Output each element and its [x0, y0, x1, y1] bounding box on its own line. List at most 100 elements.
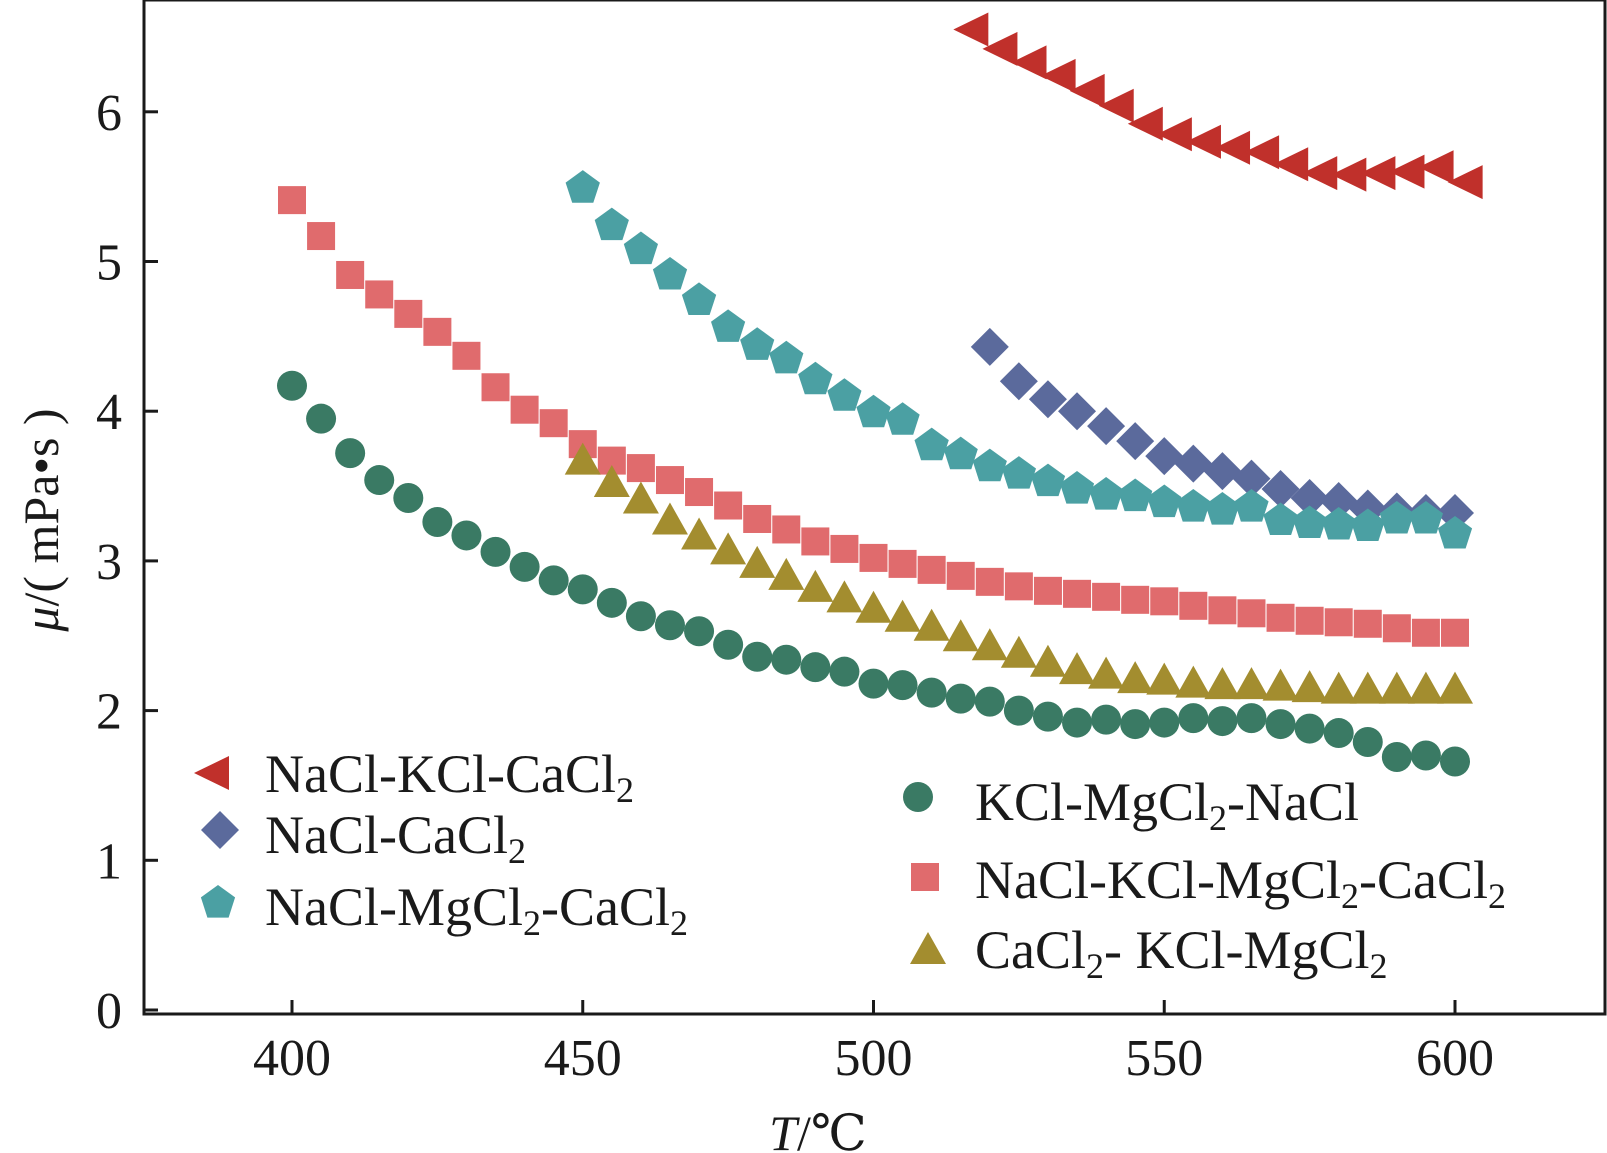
legend-item-4: NaCl-KCl-MgCl2-CaCl2 [911, 850, 1506, 916]
series-3-point-18 [800, 652, 831, 683]
series-4-point-39 [1411, 618, 1440, 647]
legend-label-4: NaCl-KCl-MgCl2-CaCl2 [975, 850, 1506, 916]
series-2-point-28 [1379, 501, 1414, 534]
series-4-point-31 [1179, 591, 1208, 620]
series-2-point-6 [740, 327, 775, 360]
series-4-point-20 [859, 543, 888, 572]
series-4-point-38 [1382, 614, 1411, 643]
series-2-point-11 [885, 402, 920, 435]
series-2-point-8 [798, 361, 833, 395]
series-2-point-29 [1408, 501, 1443, 534]
y-tick-label-6: 6 [96, 85, 122, 142]
series-5-point-10 [855, 590, 892, 623]
legend-label-1-part-0: NaCl-CaCl [265, 805, 508, 865]
series-3-point-22 [916, 677, 947, 708]
series-3-point-33 [1236, 703, 1267, 734]
series-0-point-14 [1360, 156, 1396, 191]
series-3-point-5 [422, 506, 453, 537]
series-5-point-15 [1000, 635, 1037, 668]
series-2-point-7 [769, 340, 804, 374]
y-tick-label-0: 0 [96, 983, 122, 1040]
legend-label-3-part-1: 2 [1209, 798, 1227, 838]
series-0-point-11 [1273, 147, 1309, 182]
y-tick-label-1: 1 [96, 833, 122, 890]
legend-label-0-part-0: NaCl-KCl-CaCl [265, 744, 616, 804]
series-1 [970, 327, 1474, 532]
series-0-point-13 [1331, 157, 1367, 192]
axis-ticks [144, 110, 1457, 1014]
series-0 [953, 12, 1483, 200]
series-1-point-9 [1232, 459, 1271, 498]
series-4-point-22 [917, 555, 946, 584]
legend-item-0: NaCl-KCl-CaCl2 [194, 744, 634, 810]
legend-marker-1 [201, 811, 239, 849]
series-4-point-16 [743, 504, 772, 533]
legend-label-2-part-2: -CaCl [541, 877, 670, 937]
series-3-point-37 [1352, 727, 1383, 758]
legend-label-0: NaCl-KCl-CaCl2 [265, 744, 634, 810]
legend-label-2: NaCl-MgCl2-CaCl2 [265, 877, 688, 943]
x-tick-label-600: 600 [1416, 1030, 1494, 1087]
x-tick-label-450: 450 [544, 1030, 622, 1087]
series-0-point-16 [1418, 150, 1454, 185]
legend-label-2-part-1: 2 [523, 903, 541, 943]
series-4-point-7 [481, 373, 510, 402]
series-4-point-6 [452, 341, 481, 370]
series-3-point-30 [1149, 707, 1180, 738]
series-3-point-13 [654, 610, 685, 641]
series-5-point-13 [942, 619, 979, 652]
series-5-point-28 [1378, 671, 1415, 704]
series-2-point-20 [1147, 484, 1182, 518]
series-4-point-19 [830, 534, 859, 563]
series-3-point-35 [1294, 713, 1325, 744]
series-3-point-34 [1265, 709, 1296, 740]
series-4-point-24 [975, 567, 1004, 596]
series-2-point-14 [972, 448, 1007, 482]
y-tick-label-4: 4 [96, 384, 122, 441]
series-3-point-4 [393, 483, 424, 514]
y-axis-title-unit: /( mPa•s ) [13, 408, 69, 606]
series-3-point-19 [829, 656, 860, 687]
series-4-point-0 [278, 186, 306, 215]
series-5-point-22 [1204, 667, 1241, 700]
series-2-point-12 [914, 427, 949, 461]
series-5 [564, 442, 1473, 704]
series-4-point-25 [1004, 572, 1033, 601]
series-0-point-12 [1302, 156, 1338, 191]
series-4-point-3 [365, 280, 394, 309]
series-2-point-5 [711, 309, 746, 342]
series-4-point-23 [946, 561, 975, 590]
series-3-point-36 [1323, 718, 1354, 749]
series-3-point-26 [1032, 701, 1063, 732]
series-4-point-26 [1033, 576, 1062, 605]
series-5-point-6 [739, 545, 776, 578]
series-2-point-25 [1292, 505, 1327, 538]
series-0-point-2 [1011, 45, 1047, 80]
series-0-point-7 [1156, 117, 1192, 152]
series-2-point-17 [1059, 471, 1095, 504]
series-3-point-40 [1440, 746, 1470, 777]
series-2 [565, 170, 1473, 549]
series-2-point-22 [1205, 492, 1240, 525]
series-3-point-3 [364, 465, 395, 496]
x-axis-title-unit: /℃ [797, 1105, 867, 1153]
series-5-point-9 [826, 580, 863, 613]
legend-item-2: NaCl-MgCl2-CaCl2 [200, 877, 688, 943]
series-1-point-11 [1290, 479, 1329, 518]
series-3-point-28 [1091, 704, 1122, 735]
series-5-point-20 [1146, 662, 1183, 695]
series-2-point-23 [1234, 489, 1269, 522]
series-0-point-8 [1185, 124, 1221, 159]
series-3-point-11 [596, 587, 627, 618]
series-1-point-4 [1087, 407, 1126, 446]
series-1-point-0 [970, 327, 1009, 366]
series-4-point-4 [394, 299, 423, 328]
series-0-point-5 [1098, 88, 1134, 123]
series-1-point-3 [1058, 392, 1097, 431]
legend-marker-0 [194, 756, 229, 790]
series-4 [278, 186, 1469, 647]
legend-label-4-part-1: 2 [1341, 876, 1359, 916]
series-5-point-21 [1175, 665, 1212, 698]
series-4-point-34 [1266, 603, 1295, 632]
series-2-point-30 [1437, 516, 1473, 549]
